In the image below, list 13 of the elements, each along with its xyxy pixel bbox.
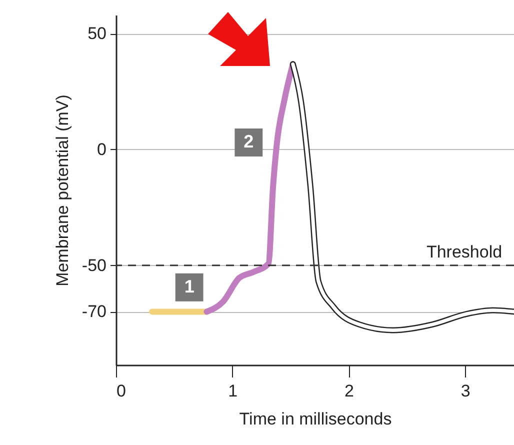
x-axis-title: Time in milliseconds xyxy=(239,410,392,428)
y-tick-label: -70 xyxy=(82,302,106,322)
annotation: 1 xyxy=(184,276,194,296)
x-tick-label: 1 xyxy=(228,382,238,400)
annotation: 2 xyxy=(244,131,254,152)
y-tick-label: 50 xyxy=(88,24,106,44)
y-tick-label: -50 xyxy=(82,256,106,275)
x-tick-label: 3 xyxy=(460,382,470,400)
x-tick-label: 2 xyxy=(344,382,354,400)
x-tick-label: 0 xyxy=(116,382,126,400)
ref-line-label: Threshold xyxy=(426,242,502,262)
y-tick-label: 0 xyxy=(97,140,106,159)
y-axis-title: Membrane potential (mV) xyxy=(52,94,72,286)
